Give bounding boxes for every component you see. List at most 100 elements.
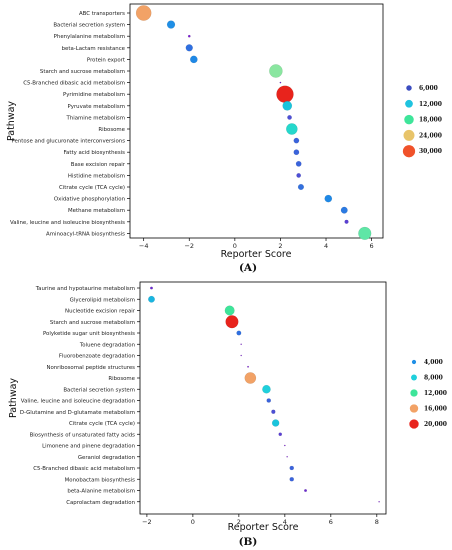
panel-a-pathway-label: Bacterial secretion system — [53, 23, 125, 29]
panel-a-chart: Pathway Reporter Score (A) −4 −2 0 2 4 6 ABC t… — [6, 3, 442, 274]
panel-a-x-tick-label: 4 — [324, 242, 328, 250]
panel-b-pathway-label: Ribosome — [108, 376, 135, 382]
panel-b-bubble[interactable] — [224, 305, 235, 316]
panel-b-pathway-label: Caprolactam degradation — [66, 500, 135, 506]
panel-a-bubble[interactable] — [296, 173, 302, 178]
panel-b-pathway-label: Monobactam biosynthesis — [65, 477, 136, 483]
panel-b-bubble[interactable] — [240, 354, 242, 357]
panel-b-bubble[interactable] — [378, 500, 380, 503]
panel-b-pathway-label: C5-Branched dibasic acid metabolism — [33, 466, 135, 472]
panel-b-bubble[interactable] — [148, 295, 155, 303]
panel-a-bubble[interactable] — [135, 5, 152, 21]
panel-b-bubble[interactable] — [236, 330, 242, 336]
panel-a-y-axis-title: Pathway — [6, 101, 17, 141]
panel-a-pathway-label: Thiamine metabolism — [66, 115, 125, 121]
panel-b-legend-label: 4,000 — [424, 359, 443, 366]
panel-b-legend-bubble — [411, 374, 417, 381]
panel-a-legend-label: 12,000 — [419, 101, 442, 108]
panel-a-bubble[interactable] — [282, 100, 293, 111]
panel-a-x-tick-label: 2 — [278, 242, 282, 250]
panel-b-bubble[interactable] — [289, 476, 294, 482]
panel-b-legend-label: 16,000 — [424, 406, 447, 413]
panel-a-bubble[interactable] — [185, 44, 193, 52]
panel-b-pathway-label: Nucleotide excision repair — [65, 309, 136, 315]
panel-b-pathway-label: Bacterial secretion system — [63, 387, 135, 393]
panel-a-pathway-label: C5-Branched dibasic acid metabolism — [23, 81, 125, 87]
panel-a-bubble[interactable] — [279, 81, 282, 84]
panel-b-bubble[interactable] — [247, 365, 250, 368]
panel-a-bubble[interactable] — [344, 219, 349, 224]
panel-a-bubble[interactable] — [324, 194, 333, 203]
panel-a-pathway-label: Citrate cycle (TCA cycle) — [59, 185, 125, 191]
panel-a-legend-bubble — [402, 145, 416, 158]
panel-b-x-tick-label: 2 — [237, 518, 241, 526]
panel-a-legend-label: 30,000 — [419, 148, 442, 155]
panel-b-legend-label: 20,000 — [424, 421, 447, 428]
panel-b-pathway-label: Toluene degradation — [79, 342, 135, 348]
panel-b-bubble[interactable] — [149, 286, 153, 290]
panel-b-bubble[interactable] — [244, 372, 257, 384]
panel-b-bubble[interactable] — [278, 432, 283, 437]
panel-b-y-axis-title: Pathway — [8, 378, 19, 418]
panel-a-pathway-label: Methane metabolism — [68, 208, 125, 214]
panel-b-legend-label: 12,000 — [424, 390, 447, 397]
panel-a-bubble[interactable] — [287, 115, 292, 120]
panel-b-x-axis-title: Reporter Score — [228, 522, 299, 533]
panel-a-pathway-label: Fatty acid biosynthesis — [63, 150, 125, 156]
panel-b-legend-label: 8,000 — [424, 375, 443, 382]
panel-a-legend-bubble — [406, 85, 412, 91]
panel-a-pathway-label: Valine, leucine and isoleucine biosynthe… — [10, 220, 125, 226]
panel-a-bubble[interactable] — [295, 160, 302, 167]
panel-a-pathway-label: Histidine metabolism — [68, 173, 125, 179]
panel-b-bubble[interactable] — [283, 444, 286, 447]
panel-b-x-tick-label: 6 — [329, 518, 333, 526]
panel-a-pathway-label: beta-Lactam resistance — [62, 46, 126, 52]
panel-b-bubble[interactable] — [240, 343, 242, 346]
panel-b-bubble[interactable] — [271, 409, 276, 414]
panel-b-bubble[interactable] — [262, 384, 271, 394]
panel-a-plot-frame — [129, 3, 384, 239]
panel-b-size-legend: 4,000 8,000 12,000 16,000 20,000 — [409, 359, 447, 429]
panel-a-bubble[interactable] — [276, 85, 294, 103]
panel-b-pathway-label: Polyketide sugar unit biosynthesis — [43, 331, 135, 337]
panel-b-label: (B) — [239, 536, 258, 548]
panel-b-pathway-label: Nonribosomal peptide structures — [46, 365, 135, 371]
panel-a-bubble[interactable] — [286, 123, 298, 135]
panel-a-bubble[interactable] — [340, 206, 348, 214]
panel-b-bubble[interactable] — [289, 465, 294, 471]
panel-a-bubble[interactable] — [297, 183, 305, 191]
panel-a-legend-bubble — [403, 129, 415, 141]
panel-a-pathway-label: Phenylalanine metabolism — [54, 34, 125, 40]
panel-a-bubble[interactable] — [293, 149, 300, 156]
panel-b-bubble[interactable] — [286, 455, 288, 458]
panel-a-x-tick-label: −2 — [184, 242, 194, 250]
panel-a-legend-label: 6,000 — [419, 85, 438, 92]
panel-b-bubble[interactable] — [271, 419, 280, 427]
panel-b-pathway-label: D-Glutamine and D-glutamate metabolism — [20, 410, 135, 416]
panel-b-legend-bubble — [411, 359, 417, 365]
panel-b-pathway-label: Fluorobenzoate degradation — [59, 354, 135, 360]
panel-a-pathway-label: Base excision repair — [71, 162, 126, 168]
panel-a-bubble[interactable] — [166, 20, 176, 29]
panel-b-bubble[interactable] — [225, 315, 239, 329]
panel-b-pathway-label: Geraniol degradation — [78, 455, 135, 461]
panel-a-bubble[interactable] — [269, 64, 283, 78]
panel-a-bubble[interactable] — [293, 137, 300, 144]
panel-b-pathway-label: Citrate cycle (TCA cycle) — [69, 421, 135, 427]
panel-a-bubble[interactable] — [358, 226, 372, 240]
panel-b-bubble[interactable] — [304, 489, 308, 493]
panel-b-plot-frame — [139, 281, 387, 515]
panel-b-bubble[interactable] — [266, 398, 272, 403]
panel-a-bubble[interactable] — [189, 55, 198, 64]
panel-b-pathway-label: Taurine and hypotaurine metabolism — [35, 286, 135, 292]
panel-b-legend-bubble — [409, 419, 419, 429]
panel-a-x-axis-title: Reporter Score — [221, 249, 292, 260]
panel-a-pathway-label: ABC transporters — [79, 11, 125, 17]
panel-a-legend-bubble — [404, 114, 414, 125]
panel-a-x-tick-label: 6 — [370, 242, 374, 250]
panel-a-pathway-label: Starch and sucrose metabolism — [40, 69, 125, 75]
panel-b-legend-bubble — [410, 389, 418, 397]
panel-a-bubble[interactable] — [187, 34, 191, 38]
panel-b-x-tick-label: 4 — [283, 518, 287, 526]
